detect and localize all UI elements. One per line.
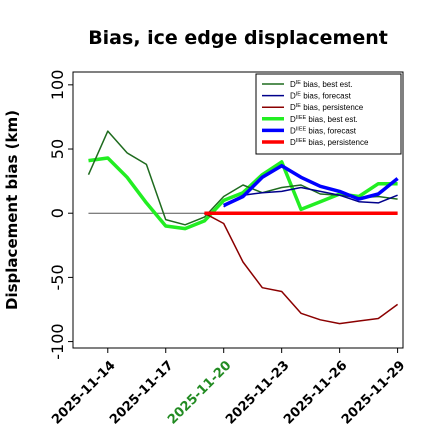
y-tick-label: 100 — [48, 70, 67, 101]
legend-entry: DIIEE bias, forecast — [290, 126, 357, 135]
y-tick-label: 50 — [48, 139, 67, 159]
y-tick-label: 0 — [48, 208, 67, 218]
plot-area — [87, 130, 399, 325]
legend-entry: DIIEE bias, best est. — [290, 115, 358, 124]
legend-entry: DIE bias, forecast — [290, 92, 352, 101]
y-tick-label: -100 — [48, 323, 67, 359]
y-tick-label: -50 — [48, 264, 67, 290]
legend-entry: DIE bias, best est. — [290, 80, 353, 89]
chart-title: Bias, ice edge displacement — [88, 27, 388, 49]
series-line — [222, 163, 399, 208]
series-line — [88, 156, 398, 231]
series-line — [87, 130, 398, 226]
legend: DIE bias, best est. DIE bias, forecast DIE… — [255, 73, 402, 155]
series-line — [204, 212, 399, 325]
plot-frame — [72, 71, 404, 349]
series-line — [223, 186, 398, 208]
legend-entry: DIE bias, persistence — [290, 103, 364, 112]
y-axis-label: Displacement bias (km) — [3, 110, 21, 310]
legend-entry: DIIEE bias, persistence — [290, 138, 369, 147]
